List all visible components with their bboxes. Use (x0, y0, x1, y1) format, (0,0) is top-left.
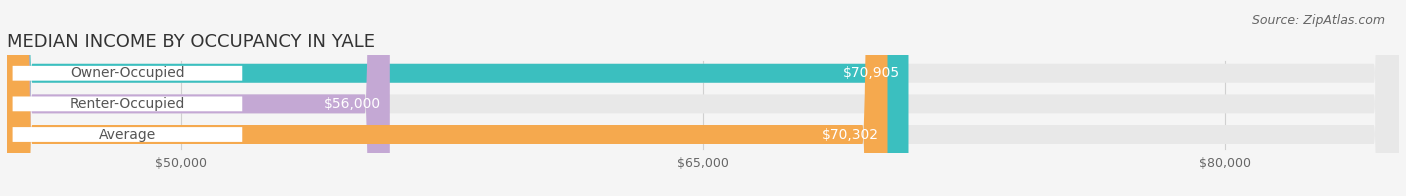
FancyBboxPatch shape (7, 0, 908, 196)
Text: Average: Average (98, 128, 156, 142)
FancyBboxPatch shape (13, 96, 242, 111)
FancyBboxPatch shape (7, 0, 1399, 196)
Text: Renter-Occupied: Renter-Occupied (70, 97, 186, 111)
FancyBboxPatch shape (7, 0, 389, 196)
Text: Owner-Occupied: Owner-Occupied (70, 66, 184, 80)
Text: MEDIAN INCOME BY OCCUPANCY IN YALE: MEDIAN INCOME BY OCCUPANCY IN YALE (7, 33, 375, 51)
FancyBboxPatch shape (7, 0, 887, 196)
FancyBboxPatch shape (13, 66, 242, 81)
FancyBboxPatch shape (7, 0, 1399, 196)
Text: Source: ZipAtlas.com: Source: ZipAtlas.com (1251, 14, 1385, 27)
Text: $70,905: $70,905 (844, 66, 900, 80)
Text: $70,302: $70,302 (823, 128, 879, 142)
FancyBboxPatch shape (7, 0, 1399, 196)
Text: $56,000: $56,000 (325, 97, 381, 111)
FancyBboxPatch shape (13, 127, 242, 142)
